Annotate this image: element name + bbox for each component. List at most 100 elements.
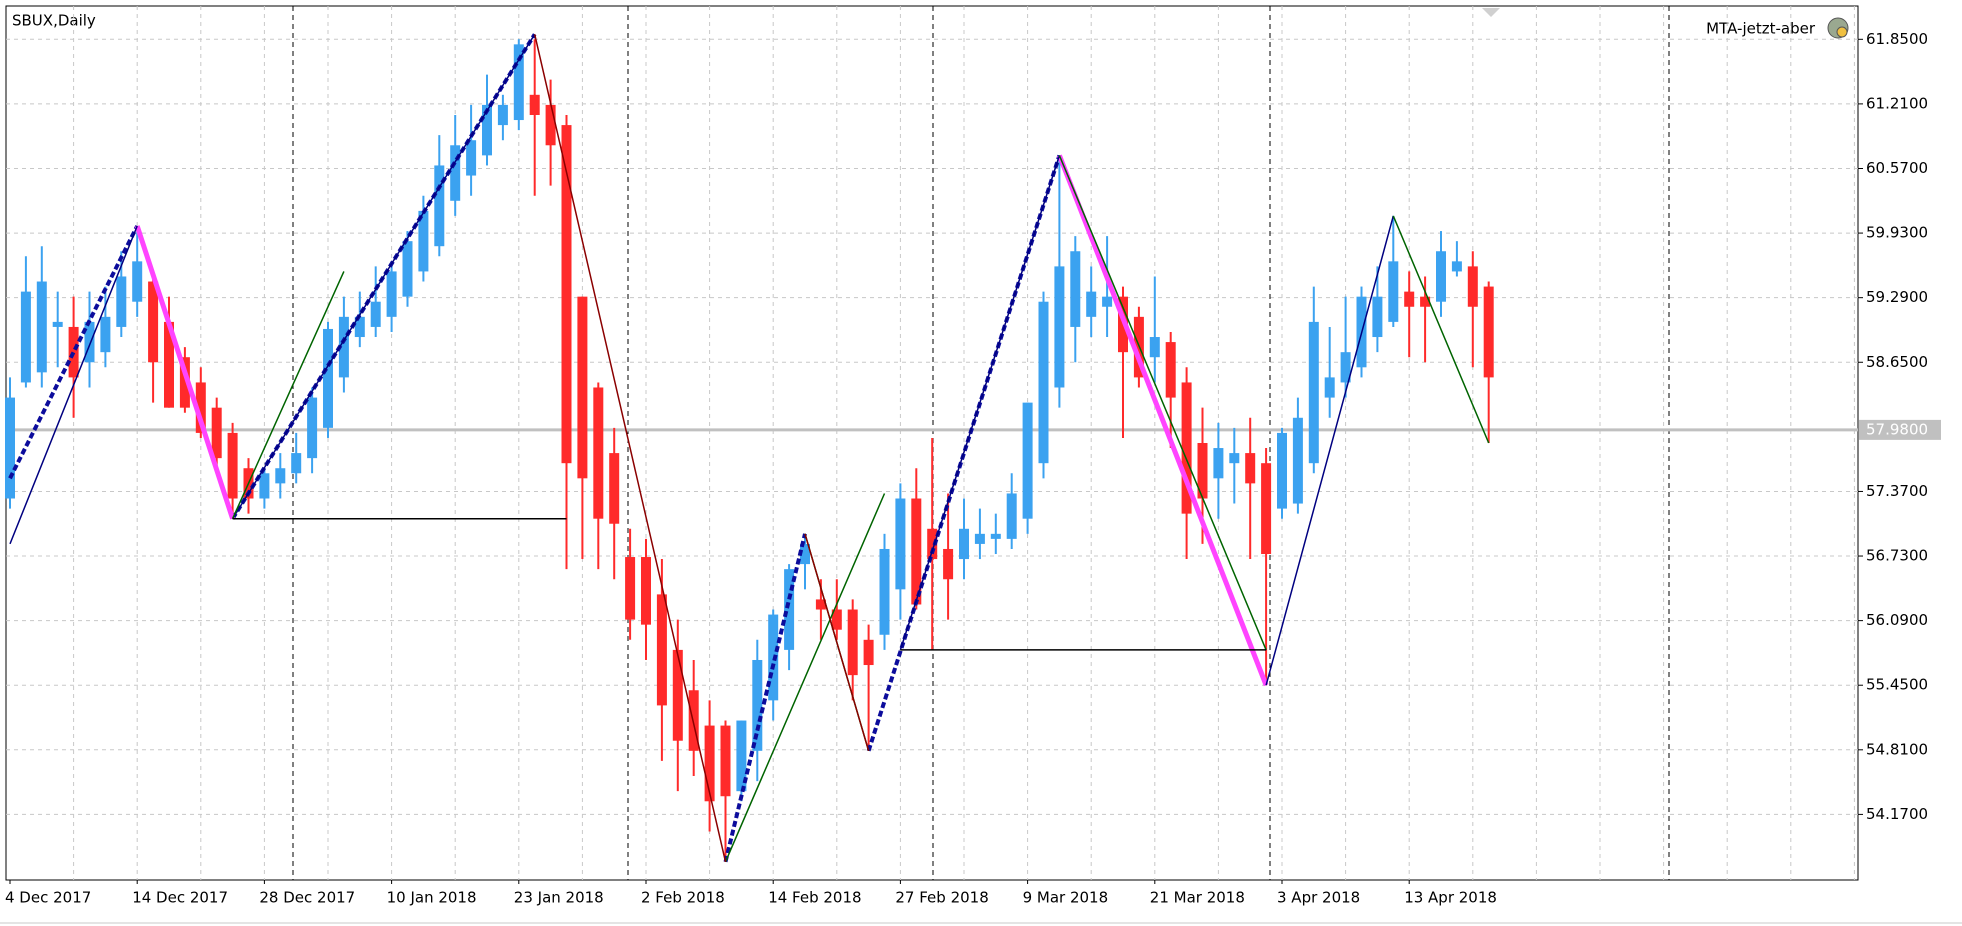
indicator-name: MTA-jetzt-aber [1706, 20, 1816, 38]
candle-body [354, 316, 365, 338]
candle-body [211, 407, 222, 459]
shift-marker [1482, 8, 1500, 17]
overlay-line [232, 517, 1267, 651]
x-tick-label: 3 Apr 2018 [1277, 889, 1360, 907]
candle-body [1308, 321, 1319, 464]
candle-body [990, 533, 1001, 539]
candle-body [1388, 261, 1399, 322]
y-tick-label: 61.8500 [1866, 30, 1928, 48]
candle-body [1245, 453, 1256, 484]
candle-body [434, 165, 445, 247]
candle-body [259, 473, 270, 499]
y-tick-label: 56.7300 [1866, 547, 1928, 565]
candle-body [513, 44, 524, 121]
candle-body [291, 453, 302, 474]
candle-body [402, 241, 413, 297]
candle-body [1292, 417, 1303, 504]
x-tick-label: 14 Feb 2018 [768, 889, 861, 907]
candle-body [847, 609, 858, 676]
candle-body [927, 528, 938, 560]
x-tick-label: 28 Dec 2017 [259, 889, 355, 907]
y-tick-label: 59.2900 [1866, 288, 1928, 306]
candle-body [529, 94, 540, 115]
candle-body [688, 690, 699, 751]
candle-body [179, 357, 190, 408]
x-tick-label: 13 Apr 2018 [1404, 889, 1497, 907]
candle-body [195, 382, 206, 433]
candle-body [1022, 402, 1033, 519]
x-tick-label: 21 Mar 2018 [1150, 889, 1245, 907]
candle-body [227, 432, 238, 499]
overlay-line [9, 33, 1395, 686]
candle-body [116, 276, 127, 327]
current-price-label: 57.9800 [1866, 420, 1928, 438]
candle-body [338, 316, 349, 378]
current-price-box [1859, 419, 1941, 440]
y-tick-label: 58.6500 [1866, 353, 1928, 371]
candle-body [943, 548, 954, 580]
y-tick-label: 55.4500 [1866, 676, 1928, 694]
candle-body [1054, 266, 1065, 388]
y-tick-label: 59.9300 [1866, 224, 1928, 242]
candle-body [1038, 301, 1049, 464]
candle-body [418, 210, 429, 272]
candle-body [895, 498, 906, 590]
candle-body [815, 599, 826, 610]
candle-body [911, 498, 922, 605]
candle-body [1277, 432, 1287, 509]
candle-body [561, 125, 572, 464]
candle-body [52, 321, 63, 327]
candle-body [656, 594, 667, 706]
indicator-icon [1827, 17, 1849, 39]
y-tick-label: 57.3700 [1866, 482, 1928, 500]
candle-body [1213, 448, 1224, 479]
y-tick-label: 54.1700 [1866, 805, 1928, 823]
candle-body [1451, 261, 1462, 272]
candle-body [1006, 493, 1017, 539]
candle-body [609, 453, 620, 524]
candle-body [672, 649, 683, 741]
chart-title: SBUX,Daily [12, 12, 96, 30]
candle-body [974, 533, 985, 544]
candle-body [784, 569, 795, 650]
y-tick-label: 54.8100 [1866, 740, 1928, 758]
candle-body [466, 140, 477, 176]
candle-body [1436, 251, 1446, 302]
x-tick-label: 2 Feb 2018 [641, 889, 725, 907]
candle-body [1467, 266, 1478, 307]
candle-body [704, 725, 715, 802]
candle-body [1086, 291, 1097, 317]
candle-body [1181, 382, 1192, 514]
candle-body [68, 326, 79, 378]
candle-body [1261, 463, 1272, 555]
candle-body [1420, 296, 1431, 307]
candle-body [1165, 342, 1176, 398]
candle-body [1070, 251, 1081, 327]
y-tick-label: 61.2100 [1866, 94, 1928, 112]
x-tick-label: 9 Mar 2018 [1023, 889, 1109, 907]
candle-body [164, 321, 174, 408]
y-tick-label: 56.0900 [1866, 611, 1928, 629]
candle-body [1404, 291, 1415, 307]
candle-body [1197, 443, 1208, 499]
candle-body [100, 316, 111, 353]
candle-body [275, 468, 286, 484]
candle-body [307, 397, 318, 459]
candle-body [84, 321, 95, 363]
candle-body [577, 296, 588, 479]
x-tick-label: 23 Jan 2018 [514, 889, 604, 907]
candle-body [1102, 296, 1113, 307]
candle-body [1372, 296, 1383, 338]
candle-body [625, 557, 636, 620]
candle-body [1340, 352, 1351, 383]
candle-body [863, 639, 874, 666]
candle-body [1229, 453, 1240, 464]
candle-body [641, 557, 651, 625]
candle-body [959, 528, 969, 560]
candle-body [20, 291, 31, 383]
x-tick-label: 10 Jan 2018 [387, 889, 477, 907]
candle-body [879, 548, 890, 635]
